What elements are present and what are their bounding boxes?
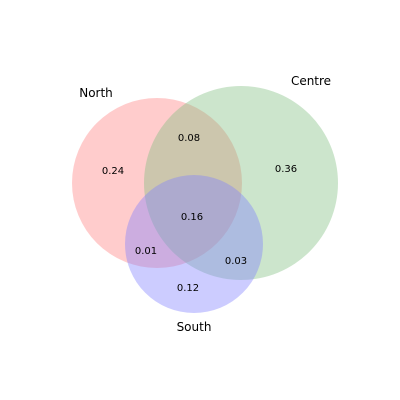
set-circle-south [125,175,263,313]
region-labels: 0.24 0.36 0.12 0.08 0.01 0.03 0.16 [102,133,297,294]
set-label-north: North [79,86,113,100]
set-circle-centre [144,86,338,280]
region-label-north-only: 0.24 [102,166,124,177]
set-label-south: South [177,320,212,334]
venn-circles [72,86,338,313]
region-label-centre-south: 0.03 [225,256,247,267]
region-label-all: 0.16 [181,212,203,223]
region-label-centre-only: 0.36 [275,164,297,175]
set-circle-north [72,98,242,268]
set-label-centre: Centre [291,74,331,88]
set-labels: North Centre South [79,74,331,334]
region-label-south-only: 0.12 [177,283,199,294]
region-label-north-south: 0.01 [135,246,157,257]
region-label-north-centre: 0.08 [178,133,200,144]
